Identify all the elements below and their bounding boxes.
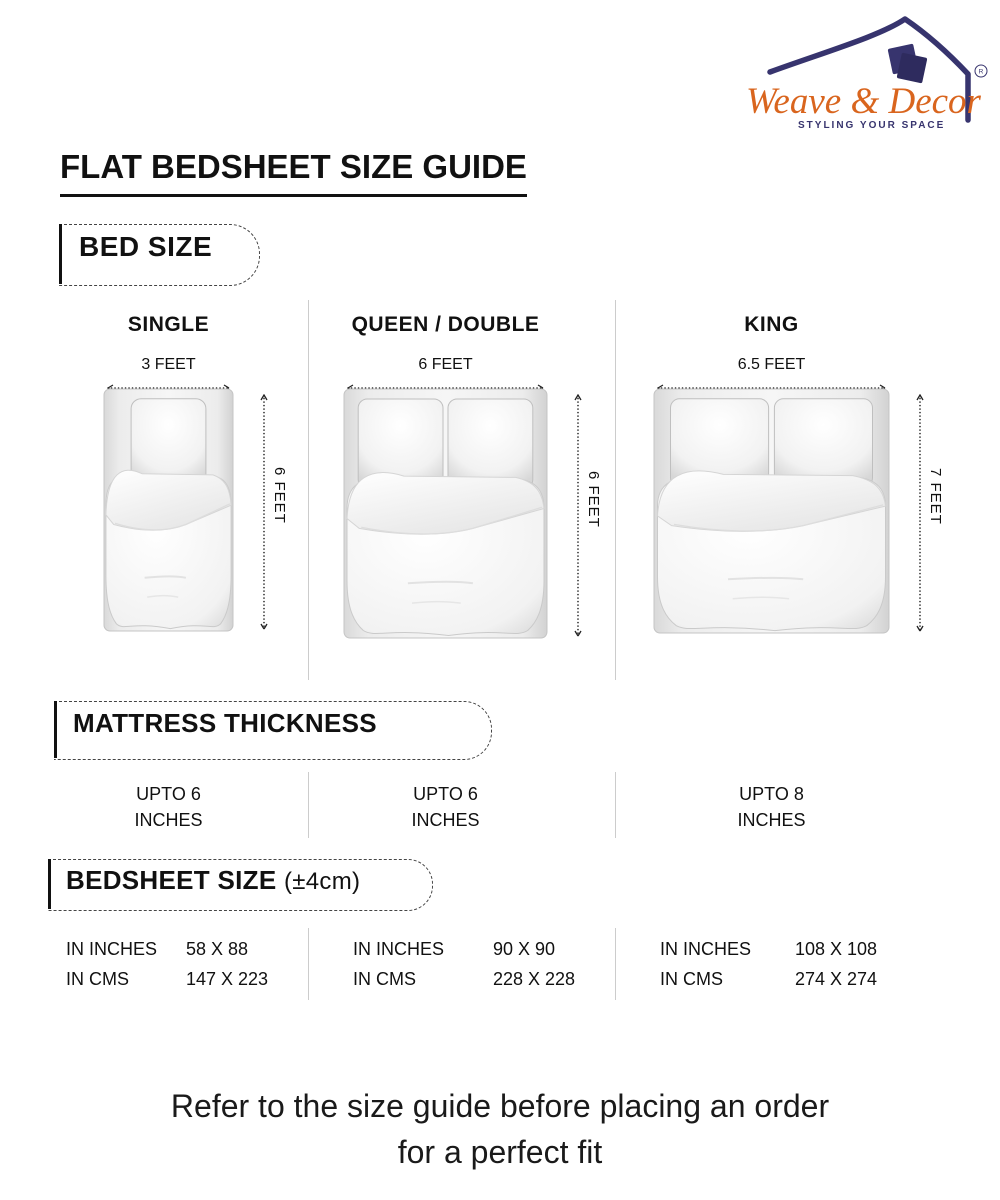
svg-text:R: R <box>979 69 984 76</box>
svg-text:STYLING YOUR SPACE: STYLING YOUR SPACE <box>798 120 945 131</box>
svg-text:Weave & Decor: Weave & Decor <box>746 81 982 122</box>
